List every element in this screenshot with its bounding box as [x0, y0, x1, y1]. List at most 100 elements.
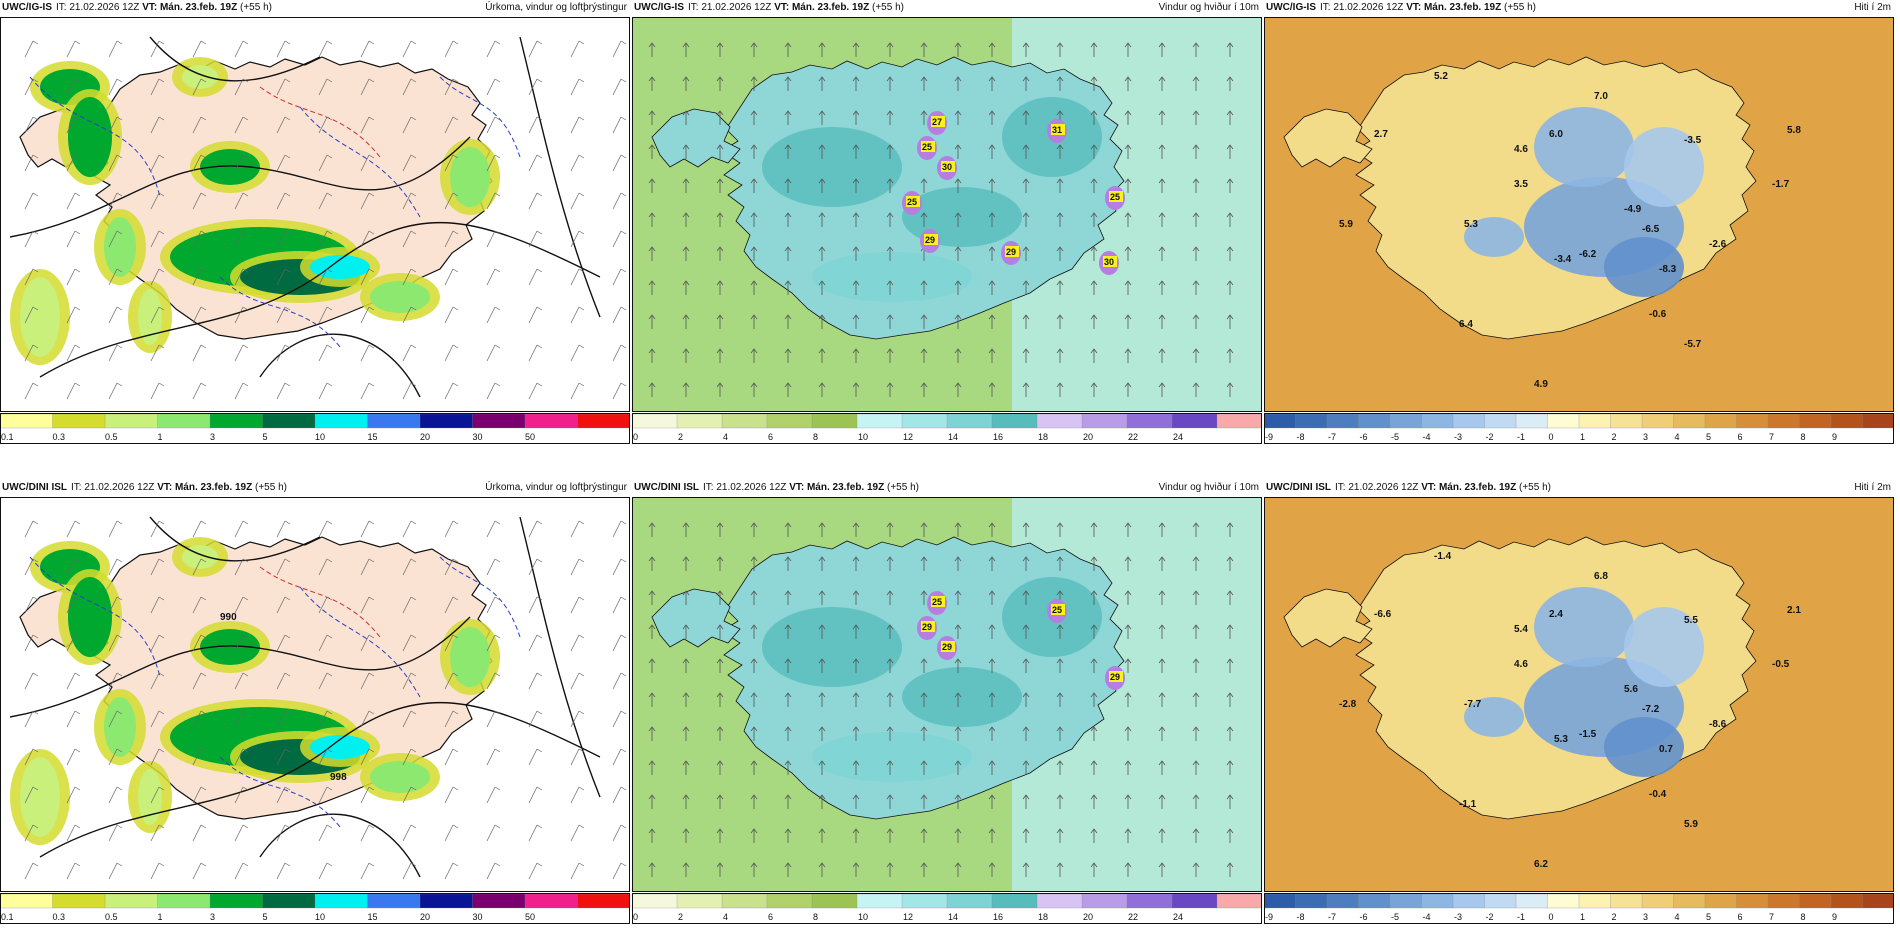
- wind-arrow: [682, 144, 690, 159]
- wind-arrow: [852, 658, 860, 673]
- wind-arrow: [648, 726, 656, 741]
- legend-swatch: [104, 893, 159, 909]
- temperature-label: 6.8: [1594, 571, 1608, 582]
- legend-swatch: [1264, 413, 1297, 429]
- legend-swatch: [1264, 893, 1297, 909]
- wind-arrow: [852, 794, 860, 809]
- wind-arrow: [1090, 382, 1098, 397]
- wind-barb: [108, 786, 123, 804]
- wind-arrow: [818, 280, 826, 295]
- temperature-label: 5.8: [1787, 125, 1801, 136]
- wind-barb: [24, 116, 39, 134]
- isobar: [39, 701, 601, 858]
- wind-barb: [150, 230, 165, 248]
- legend-label: 7: [1769, 912, 1774, 922]
- wind-barb: [108, 116, 123, 134]
- wind-barb: [150, 634, 165, 652]
- legend-swatch: [1421, 413, 1454, 429]
- wind-barb: [150, 596, 165, 614]
- chart-title: Vindur og hviður í 10m: [1158, 482, 1259, 493]
- wind-arrow: [818, 726, 826, 741]
- wind-arrow: [818, 624, 826, 639]
- wind-arrow: [784, 178, 792, 193]
- wind-arrow: [954, 178, 962, 193]
- legend-svg: 0 2 4 6 8 10 12 14 16 18 20 22 24: [632, 893, 1262, 924]
- precip-core: [200, 629, 260, 665]
- legend-label: 16: [993, 432, 1003, 442]
- wind-barb: [234, 786, 249, 804]
- chart-title: Vindur og hviður í 10m: [1158, 2, 1259, 13]
- wind-barb: [318, 154, 333, 172]
- wind-barb: [318, 596, 333, 614]
- legend-label: 24: [1173, 912, 1183, 922]
- wind-barb: [612, 268, 627, 286]
- wind-barb: [360, 78, 375, 96]
- wind-arrow: [1090, 624, 1098, 639]
- wind-barb: [402, 710, 417, 728]
- wind-arrow: [784, 624, 792, 639]
- wind-arrow: [1192, 42, 1200, 57]
- wind-barb: [318, 116, 333, 134]
- wind-arrow: [1124, 280, 1132, 295]
- wind-arrow: [1226, 522, 1234, 537]
- wind-barb: [528, 154, 543, 172]
- wind-barb: [192, 382, 207, 400]
- wind-barb: [402, 192, 417, 210]
- wind-barb: [66, 824, 81, 842]
- wind-arrow: [886, 692, 894, 707]
- wind-arrow: [920, 522, 928, 537]
- wind-arrow: [1158, 246, 1166, 261]
- wind-barb: [612, 230, 627, 248]
- wind-arrow: [1158, 692, 1166, 707]
- wind-arrow: [886, 590, 894, 605]
- legend-label: 2: [678, 432, 683, 442]
- wind-arrow: [716, 348, 724, 363]
- wind-barb: [276, 710, 291, 728]
- vt-value: Mán. 23.feb. 19Z: [159, 2, 240, 13]
- wind-arrow: [852, 76, 860, 91]
- wind-barb: [570, 268, 585, 286]
- wind-barb: [108, 78, 123, 96]
- legend-swatch: [1830, 893, 1864, 909]
- temp-isoline: [29, 76, 161, 198]
- wind-barb: [612, 78, 627, 96]
- legend-label: 2: [678, 912, 683, 922]
- wind-barb: [66, 748, 81, 766]
- wind-arrow: [716, 794, 724, 809]
- legend-label: -1: [1517, 432, 1525, 442]
- wind-arrow: [1022, 110, 1030, 125]
- wind-arrow: [920, 760, 928, 775]
- legend-swatch: [766, 413, 813, 429]
- legend-label: 3: [1643, 912, 1648, 922]
- wind-barb: [108, 520, 123, 538]
- wind-arrow: [954, 382, 962, 397]
- wind-barb: [108, 306, 123, 324]
- wind-arrow: [1158, 280, 1166, 295]
- legend-swatch: [901, 893, 948, 909]
- wind-barb: [24, 672, 39, 690]
- wind-barb: [402, 344, 417, 362]
- model-name: UWC/IG-IS: [634, 2, 684, 13]
- legend-swatch: [1452, 413, 1486, 429]
- wind-arrow: [886, 828, 894, 843]
- wind-arrow: [1022, 178, 1030, 193]
- wind-arrow: [784, 658, 792, 673]
- wind-barb: [402, 824, 417, 842]
- legend-label: 4: [1675, 432, 1680, 442]
- wind-barb: [276, 230, 291, 248]
- wind-arrow: [1192, 760, 1200, 775]
- wind-barb: [234, 344, 249, 362]
- wind-barb: [402, 862, 417, 880]
- legend-swatch: [1036, 893, 1083, 909]
- wind-arrow: [784, 692, 792, 707]
- wind-arrow: [682, 726, 690, 741]
- map-svg: -1.4 6.8 -6.6 5.4 2.4 5.5 2.1 4.6 -0.5 -2.8 -7.7 5.…: [1264, 497, 1894, 892]
- wind-barb: [108, 824, 123, 842]
- temperature-label: 5.9: [1339, 219, 1353, 230]
- temperature-label: 2.4: [1549, 609, 1563, 620]
- wind-barb: [192, 596, 207, 614]
- wind-barb: [402, 230, 417, 248]
- wind-arrow: [1124, 76, 1132, 91]
- wind-barb: [66, 710, 81, 728]
- wind-arrow: [1158, 348, 1166, 363]
